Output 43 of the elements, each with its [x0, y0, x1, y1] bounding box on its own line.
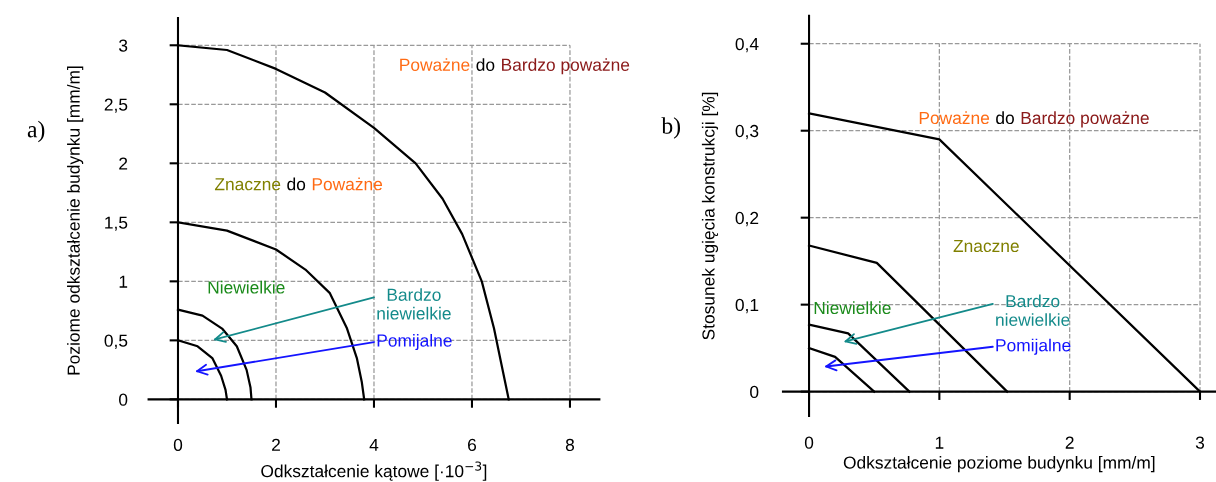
annotation: Bardzo niewielkie: [996, 294, 1070, 326]
x-tick-label: 6: [468, 438, 477, 452]
x-axis-title: Odkształcenie kątowe [·10$^{−3}$]: [261, 461, 487, 481]
y-tick-label: 1,5: [105, 216, 128, 231]
y-tick-label: 0: [119, 393, 128, 406]
x-tick-label: 4: [369, 438, 379, 451]
text: a): [27, 120, 45, 143]
annotation: Poważne: [312, 177, 383, 191]
annotation: Pomijalne: [996, 338, 1071, 355]
y-tick-label: 0,3: [735, 124, 759, 140]
y-tick-label: 0,2: [735, 211, 759, 227]
x-tick-label: 1: [935, 436, 944, 449]
y-tick-label: 2,5: [104, 98, 128, 113]
x-tick-label: 0: [804, 436, 814, 449]
annotation: Poważne: [400, 58, 470, 71]
annotation: Poważne: [919, 111, 990, 125]
annotation: Bardzo poważne: [1021, 111, 1149, 128]
annotation: Znaczne: [953, 240, 1019, 253]
y-axis-title: Poziome odkształcenie budynku [mm/m]: [67, 66, 84, 375]
y-tick-label: 0,5: [104, 334, 128, 349]
y-axis-title: Stosunek ugięcia konstrukcji [%]: [701, 92, 719, 340]
y-tick-label: 1: [119, 275, 128, 288]
annotation: Znaczne: [214, 178, 281, 191]
annotation: do: [287, 177, 306, 191]
x-tick-label: 0: [173, 438, 183, 452]
y-tick-label: 0: [750, 385, 759, 399]
x-axis-title: Odkształcenie poziome budynku [mm/m]: [843, 455, 1155, 473]
annotation: Bardzo niewielkie: [377, 288, 451, 320]
text: b): [661, 117, 681, 139]
annotation: do: [996, 111, 1014, 125]
annotation: Niewielkie: [208, 280, 285, 294]
x-tick-label: 8: [565, 438, 575, 452]
annotation: Bardzo poważne: [502, 58, 630, 75]
x-tick-label: 3: [1195, 436, 1205, 449]
y-tick-label: 0,1: [735, 298, 759, 314]
y-tick-label: 3: [119, 39, 128, 52]
x-tick-label: 2: [1065, 436, 1074, 449]
annotation: Niewielkie: [814, 301, 891, 315]
annotation: Pomijalne: [377, 333, 452, 351]
y-tick-label: 2: [119, 157, 128, 170]
annotation: do: [476, 58, 495, 71]
x-tick-label: 2: [272, 438, 280, 451]
y-tick-label: 0,4: [735, 37, 759, 53]
